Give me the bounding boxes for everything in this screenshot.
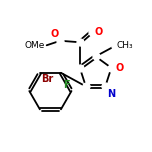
Text: F: F xyxy=(63,79,70,90)
Text: O: O xyxy=(115,63,123,73)
Text: OMe: OMe xyxy=(25,41,45,50)
Text: N: N xyxy=(107,89,115,99)
Text: CH₃: CH₃ xyxy=(117,41,133,50)
Text: O: O xyxy=(50,29,59,39)
Text: O: O xyxy=(94,27,102,37)
Text: Br: Br xyxy=(41,74,54,84)
